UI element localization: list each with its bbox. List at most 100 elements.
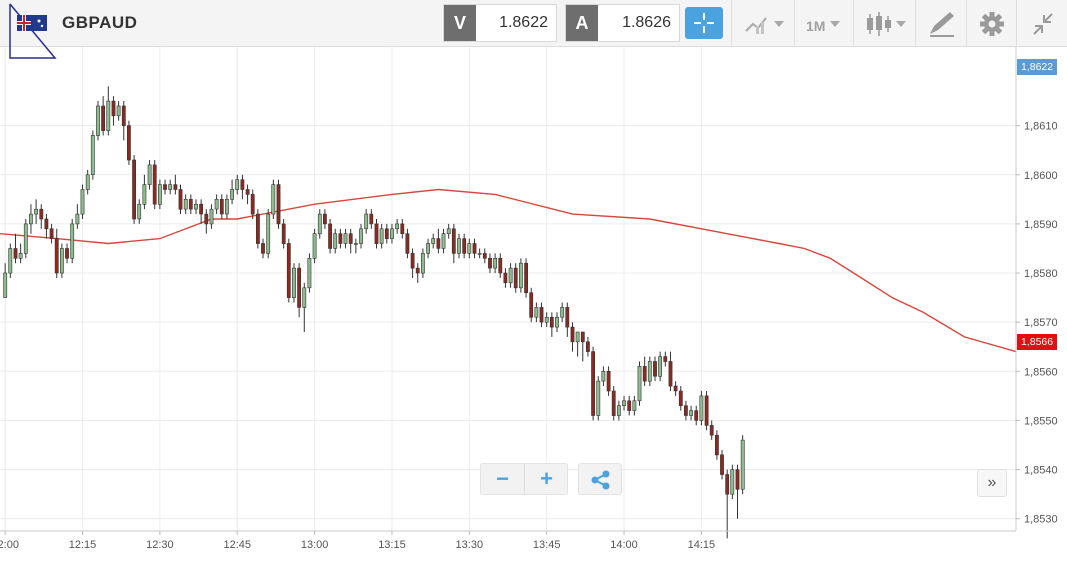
chart-type-button[interactable]	[742, 4, 787, 44]
x-tick-label: 12:30	[146, 539, 174, 551]
candle-body-up	[106, 100, 111, 131]
candle	[575, 331, 580, 357]
buy-price: 1.8626	[622, 14, 671, 31]
drawing-tools-button[interactable]	[922, 4, 960, 44]
candle	[663, 351, 668, 367]
candle-style-button[interactable]	[862, 4, 910, 44]
candle	[266, 209, 271, 259]
candlestick-chart[interactable]: 1,8530 1,8540 1,8550 1,8560 1,8570 1,8580 1,85…	[0, 47, 1067, 562]
candle-body-up	[622, 400, 626, 406]
gear-icon	[980, 12, 1004, 36]
candle-body-down	[735, 469, 740, 490]
candle-body-down	[653, 361, 657, 377]
minimize-button[interactable]	[1024, 4, 1062, 44]
candle-body-up	[343, 233, 348, 244]
chart-corner-mark	[9, 3, 57, 59]
candle	[714, 430, 719, 460]
candle	[286, 238, 291, 303]
x-tick-label: 14:15	[688, 539, 716, 551]
candle-body-up	[431, 238, 436, 244]
candle	[482, 248, 487, 264]
candle	[611, 386, 616, 421]
candle-body-down	[694, 410, 699, 421]
sell-quote-button[interactable]: V 1.8622	[443, 4, 557, 42]
candle	[513, 263, 518, 293]
candle	[570, 322, 575, 352]
candle-body-down	[611, 390, 616, 416]
sell-badge: V	[444, 5, 476, 41]
candle	[384, 223, 389, 244]
timeframe-label: 1M	[806, 18, 826, 34]
candle	[49, 223, 54, 244]
crosshair-button[interactable]	[685, 7, 723, 39]
candle-body-up	[457, 238, 461, 254]
candle-body-up	[689, 410, 694, 416]
toolbar-divider	[966, 0, 967, 47]
candle	[647, 356, 652, 387]
candle-body-up	[493, 258, 498, 269]
candle	[152, 160, 157, 210]
candle-body-down	[415, 267, 420, 274]
buy-quote-button[interactable]: A 1.8626	[565, 4, 680, 42]
candle-body-up	[214, 199, 219, 210]
candle	[204, 209, 209, 234]
candle	[616, 400, 621, 421]
candle	[508, 263, 513, 288]
scroll-to-latest-button[interactable]: »	[977, 469, 1007, 497]
buy-badge: A	[566, 5, 598, 41]
candle-body-down	[111, 100, 116, 117]
candle	[255, 209, 260, 249]
axes-layer: 1,8530 1,8540 1,8550 1,8560 1,8570 1,8580 1,85…	[0, 47, 1058, 551]
share-icon	[591, 470, 610, 490]
candle	[642, 356, 647, 387]
candle	[374, 218, 379, 249]
candle-body-down	[488, 258, 492, 269]
zoom-out-button[interactable]: −	[496, 466, 509, 491]
candle	[158, 179, 162, 210]
candle-body-up	[18, 253, 23, 259]
candle-body-up	[96, 105, 100, 136]
candle	[302, 282, 307, 332]
candle-body-down	[44, 218, 49, 230]
candle	[606, 366, 611, 396]
toolbar-divider	[853, 0, 854, 47]
candle	[379, 223, 384, 249]
candle	[271, 179, 276, 219]
candle	[96, 101, 100, 141]
candle	[240, 174, 245, 200]
x-tick-label: 14:00	[610, 539, 638, 551]
candle-body-up	[575, 331, 580, 343]
candle	[3, 263, 8, 298]
candle-body-up	[292, 267, 296, 298]
candle-body-up	[183, 199, 188, 210]
candle-body-up	[616, 405, 621, 416]
candle	[549, 312, 554, 337]
candle-body-down	[585, 341, 590, 352]
candle	[276, 179, 281, 229]
candle-body-down	[39, 208, 44, 220]
candle	[683, 400, 688, 421]
minimize-icon	[1033, 13, 1053, 35]
toolbar-divider	[731, 0, 732, 47]
candle	[735, 464, 740, 519]
toolbar-divider	[915, 0, 916, 47]
settings-button[interactable]	[974, 4, 1010, 44]
share-button[interactable]	[578, 463, 622, 495]
candle	[555, 312, 559, 332]
candle-body-down	[121, 105, 126, 127]
candle	[359, 223, 363, 249]
timeframe-button[interactable]: 1M	[800, 4, 850, 44]
candle-body-up	[446, 228, 451, 235]
candle	[622, 395, 626, 411]
zoom-in-button[interactable]: +	[540, 466, 553, 491]
toolbar-divider	[794, 0, 795, 47]
candle-body-down	[709, 425, 714, 436]
draw-icon	[930, 12, 954, 37]
candle	[297, 263, 302, 318]
candle	[183, 194, 188, 215]
candle	[214, 194, 219, 215]
candle-body-down	[276, 184, 281, 225]
candle	[395, 218, 400, 234]
candle	[678, 386, 683, 411]
x-tick-label: 13:00	[301, 539, 329, 551]
